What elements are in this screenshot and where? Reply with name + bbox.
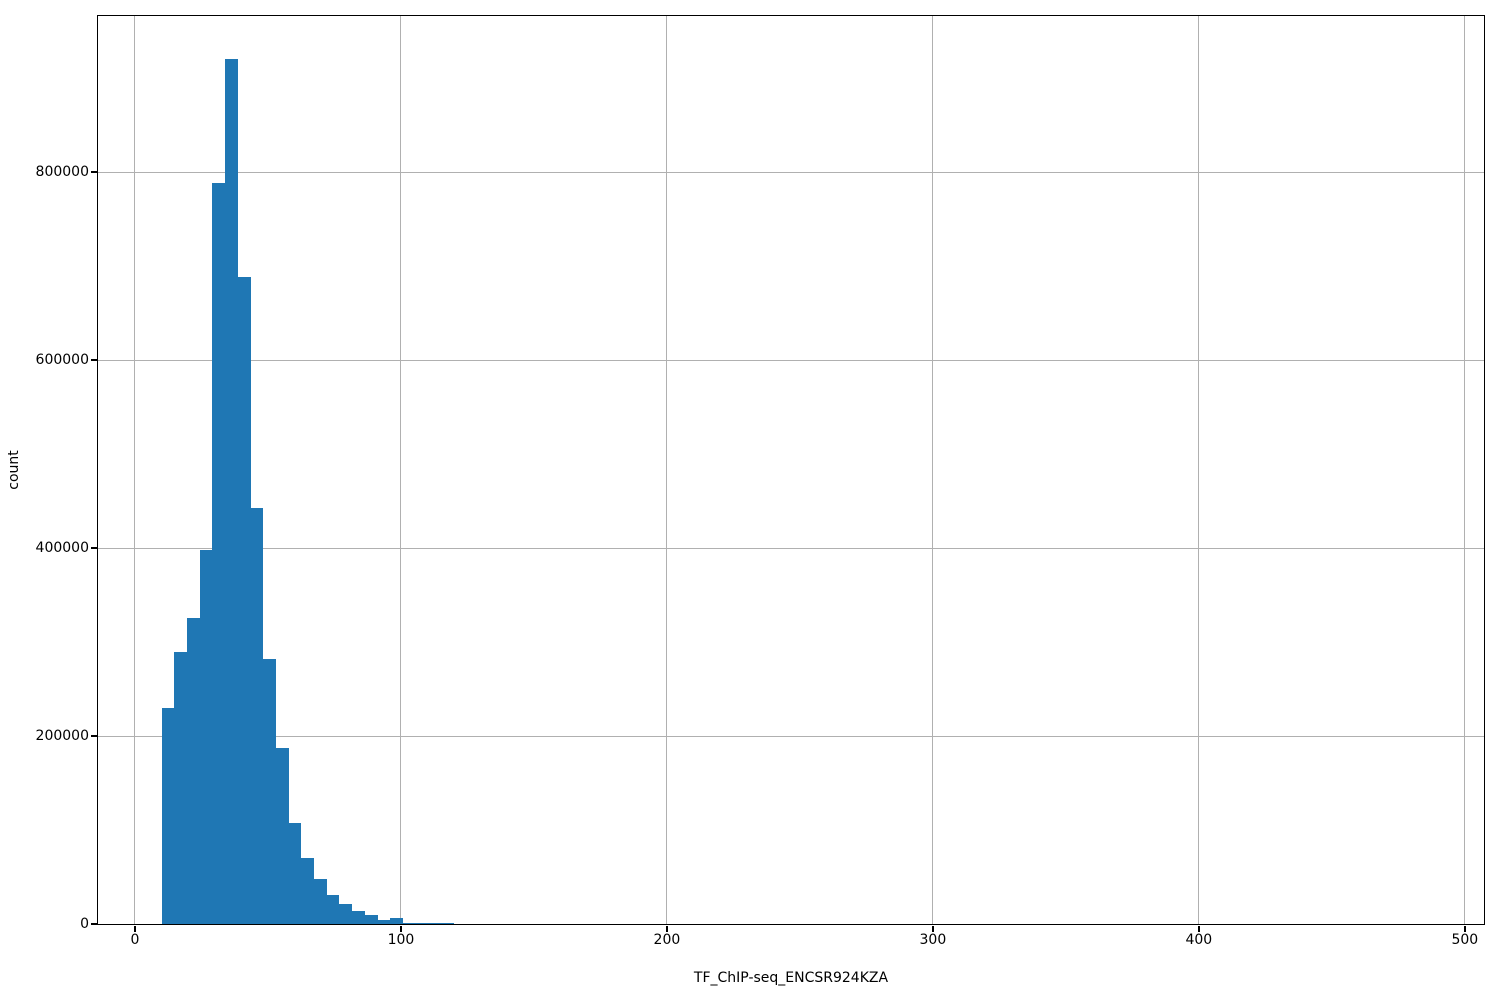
histogram-bar [351,910,365,924]
histogram-bar [275,748,289,924]
y-tick-mark [90,735,97,737]
histogram-bar [263,658,277,924]
x-tick-mark [400,925,402,932]
x-tick-mark [932,925,934,932]
histogram-bar [199,549,213,924]
y-axis-label: count [6,450,22,490]
x-tick-label: 300 [919,932,947,948]
x-tick-label: 200 [653,932,681,948]
y-tick-mark [90,923,97,925]
y-tick-mark [90,359,97,361]
y-tick-label: 600000 [35,352,89,369]
y-tick-mark [90,171,97,173]
y-gridline [98,735,1484,737]
x-gridline [1198,16,1200,924]
histogram-bar [225,59,238,924]
y-gridline [98,171,1484,173]
x-tick-mark [1198,925,1200,932]
histogram-bar [364,914,378,924]
x-tick-mark [666,925,668,932]
x-tick-label: 500 [1451,932,1479,948]
histogram-bar [440,923,454,924]
x-gridline [134,16,136,924]
y-gridline [98,547,1484,549]
y-tick-mark [90,547,97,549]
x-gridline [666,16,668,924]
x-gridline [400,16,402,924]
histogram-bar [415,923,429,924]
x-tick-mark [134,925,136,932]
histogram-bar [250,507,264,924]
x-axis-label: TF_ChIP-seq_ENCSR924KZA [693,970,889,986]
histogram-bar [174,652,188,924]
histogram-bar [161,707,175,924]
histogram-bar [186,617,200,924]
histogram-bar [427,923,441,924]
histogram-bar [377,919,391,924]
histogram-bar [212,183,226,924]
y-tick-label: 200000 [35,728,89,744]
x-gridline [1464,16,1466,924]
histogram-bar [389,917,403,924]
plot-area [98,16,1484,924]
y-tick-label: 400000 [35,540,89,557]
x-tick-label: 400 [1185,932,1213,948]
histogram-bar [339,904,353,924]
histogram-bar [288,823,302,924]
x-gridline [932,16,934,924]
y-gridline [98,359,1484,361]
histogram-bar [326,894,340,924]
x-tick-label: 100 [387,932,415,948]
y-tick-label: 800000 [35,164,89,181]
histogram-bar [237,277,251,924]
x-tick-label: 0 [130,932,140,948]
histogram-bar [301,858,315,924]
histogram-bar [402,922,416,924]
histogram-bar [313,878,327,924]
x-tick-mark [1464,925,1466,932]
y-tick-label: 0 [80,916,89,932]
